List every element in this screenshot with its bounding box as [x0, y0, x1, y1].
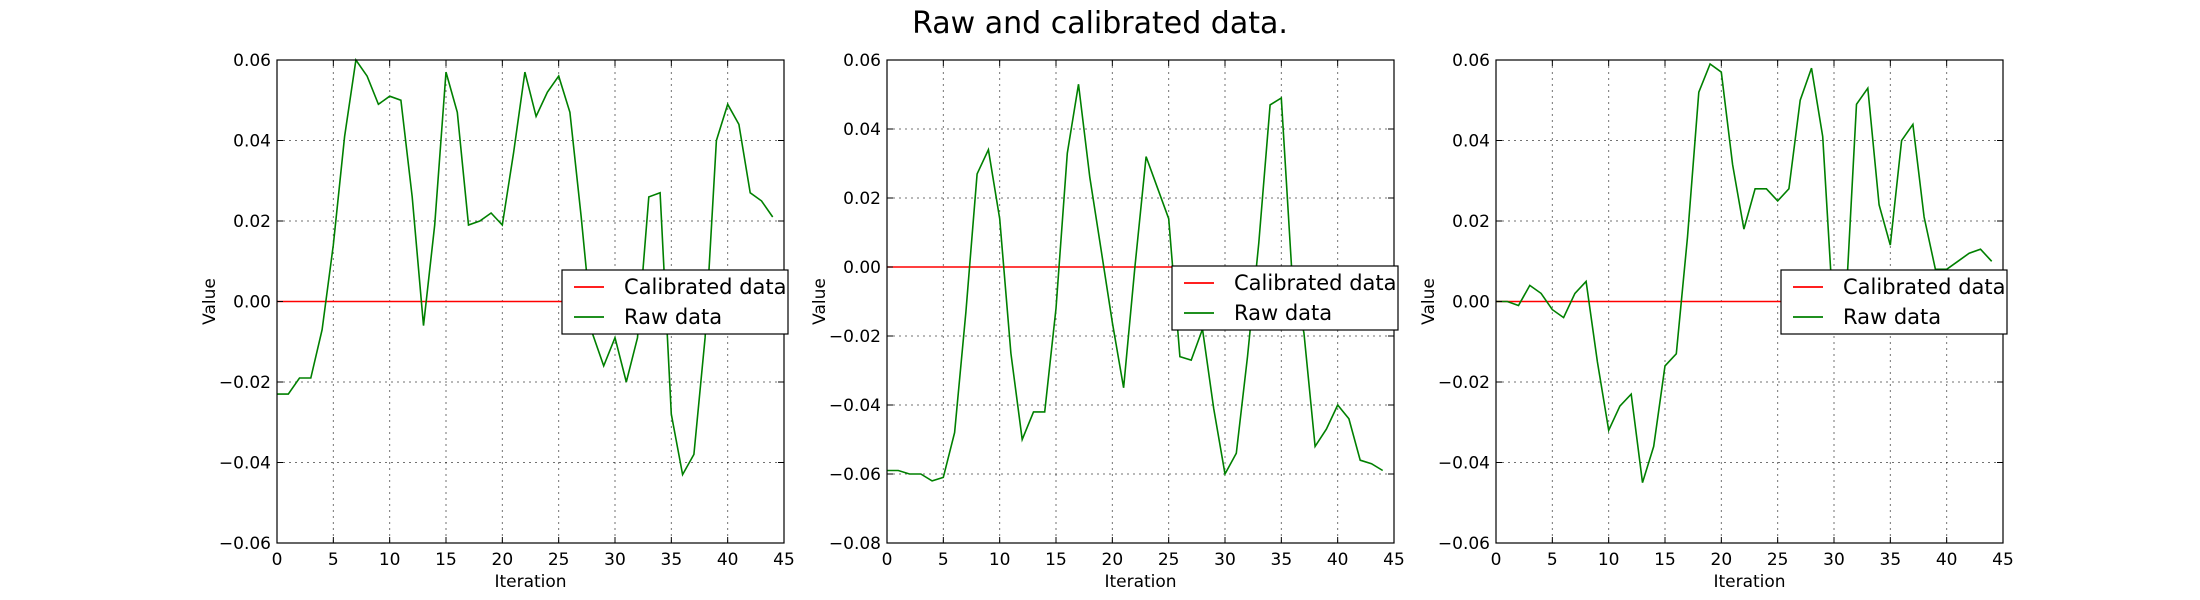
- x-tick-label: 35: [661, 550, 683, 570]
- x-tick-label: 35: [1271, 550, 1293, 570]
- x-tick-label: 5: [1547, 550, 1558, 570]
- y-tick-label: −0.06: [1438, 534, 1490, 554]
- series-line-raw: [277, 57, 774, 477]
- legend-label-raw: Raw data: [1234, 301, 1332, 325]
- x-tick-label: 45: [1992, 550, 2014, 570]
- y-tick-label: −0.04: [829, 396, 881, 416]
- x-tick-label: 45: [1383, 550, 1405, 570]
- legend-label-raw: Raw data: [624, 305, 722, 329]
- x-tick-label: 10: [989, 550, 1011, 570]
- figure-title: Raw and calibrated data.: [912, 6, 1288, 41]
- y-tick-label: 0.06: [843, 51, 881, 71]
- x-tick-label: 5: [328, 550, 339, 570]
- y-tick-label: −0.06: [829, 465, 881, 485]
- y-tick-label: 0.00: [1452, 293, 1490, 313]
- y-tick-label: 0.02: [843, 189, 881, 209]
- y-axis-label: Value: [810, 278, 830, 325]
- x-tick-label: 15: [1654, 550, 1676, 570]
- legend-box: [1780, 269, 2008, 335]
- y-tick-label: −0.02: [829, 327, 881, 347]
- y-axis-label: Value: [1419, 278, 1439, 325]
- y-tick-label: 0.06: [1452, 51, 1490, 71]
- y-tick-label: −0.02: [1438, 373, 1490, 393]
- x-tick-label: 10: [1598, 550, 1620, 570]
- x-axis-label: Iteration: [494, 572, 566, 592]
- subplot-2: 0 5 10 15 20 25 30 35 40 45 −0.08 −0.06 −0.04 −0.02 0.…: [810, 51, 1405, 592]
- x-tick-label: 10: [379, 550, 401, 570]
- legend-label-raw: Raw data: [1843, 305, 1941, 329]
- x-tick-label: 20: [492, 550, 514, 570]
- x-tick-label: 25: [548, 550, 570, 570]
- x-tick-label: 40: [1327, 550, 1349, 570]
- y-tick-label: −0.04: [219, 454, 271, 474]
- x-tick-label: 40: [1936, 550, 1958, 570]
- x-tick-label: 45: [773, 550, 795, 570]
- y-tick-label: 0.02: [233, 212, 271, 232]
- y-tick-label: −0.08: [829, 534, 881, 554]
- y-axis-label: Value: [200, 278, 220, 325]
- legend-label-calibrated: Calibrated data: [624, 275, 787, 299]
- y-tick-label: 0.04: [1452, 132, 1490, 152]
- legend: Calibrated data Raw data: [1780, 269, 2008, 335]
- y-tick-label: 0.00: [843, 258, 881, 278]
- x-tick-label: 20: [1711, 550, 1733, 570]
- x-tick-label: 20: [1102, 550, 1124, 570]
- y-tick-label: −0.02: [219, 373, 271, 393]
- x-tick-label: 0: [882, 550, 893, 570]
- y-tick-label: −0.04: [1438, 454, 1490, 474]
- y-tick-label: 0.02: [1452, 212, 1490, 232]
- y-tick-label: 0.00: [233, 293, 271, 313]
- x-tick-label: 25: [1767, 550, 1789, 570]
- x-tick-label: 15: [1045, 550, 1067, 570]
- legend-label-calibrated: Calibrated data: [1234, 271, 1397, 295]
- y-tick-label: 0.04: [843, 120, 881, 140]
- x-tick-label: 25: [1158, 550, 1180, 570]
- legend: Calibrated data Raw data: [1171, 265, 1399, 331]
- y-tick-label: 0.06: [233, 51, 271, 71]
- x-tick-label: 5: [938, 550, 949, 570]
- series-line-raw: [1496, 62, 1993, 483]
- x-tick-label: 30: [604, 550, 626, 570]
- x-tick-label: 35: [1880, 550, 1902, 570]
- legend-box: [1171, 265, 1399, 331]
- x-axis-label: Iteration: [1104, 572, 1176, 592]
- y-tick-label: 0.04: [233, 132, 271, 152]
- x-tick-label: 15: [435, 550, 457, 570]
- subplot-3: 0 5 10 15 20 25 30 35 40 45 −0.06 −0.04 −0.02 0.00 0.0…: [1419, 51, 2014, 592]
- x-tick-label: 30: [1214, 550, 1236, 570]
- x-tick-label: 0: [272, 550, 283, 570]
- legend: Calibrated data Raw data: [561, 269, 789, 335]
- x-tick-label: 0: [1491, 550, 1502, 570]
- x-tick-label: 30: [1823, 550, 1845, 570]
- x-axis-label: Iteration: [1713, 572, 1785, 592]
- x-tick-label: 40: [717, 550, 739, 570]
- y-tick-label: −0.06: [219, 534, 271, 554]
- legend-label-calibrated: Calibrated data: [1843, 275, 2006, 299]
- subplot-1: 0 5 10 15 20 25 30 35 40 45 −0.06 −0.04 −0.02 0.00 0.0…: [200, 51, 795, 592]
- legend-box: [561, 269, 789, 335]
